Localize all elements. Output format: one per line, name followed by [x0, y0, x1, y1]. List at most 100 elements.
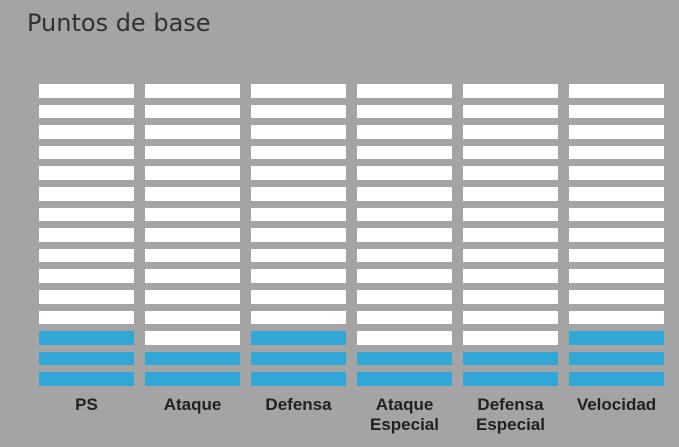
- stat-segment-empty: [39, 125, 134, 139]
- stat-segment-empty: [39, 228, 134, 242]
- stat-segment-empty: [39, 207, 134, 222]
- stat-segment-filled: [357, 372, 452, 386]
- stat-segment-empty: [357, 331, 452, 345]
- stat-segment-empty: [145, 125, 240, 139]
- stat-segment-empty: [463, 289, 558, 304]
- stat-segment-empty: [463, 145, 558, 160]
- stat-segment-empty: [251, 186, 346, 201]
- stat-segment-empty: [145, 310, 240, 325]
- stat-ps: PS: [39, 84, 134, 435]
- stat-segment-empty: [463, 104, 558, 119]
- stat-segment-empty: [357, 289, 452, 304]
- stat-label-velocidad: Velocidad: [576, 394, 657, 414]
- stat-segment-filled: [251, 372, 346, 386]
- stat-segment-empty: [463, 331, 558, 345]
- stat-segment-empty: [39, 166, 134, 180]
- stat-segment-empty: [39, 248, 134, 263]
- stat-segment-empty: [251, 310, 346, 325]
- stat-segment-empty: [569, 228, 664, 242]
- stat-segment-empty: [463, 186, 558, 201]
- stat-segment-empty: [569, 166, 664, 180]
- stat-segment-empty: [463, 310, 558, 325]
- stat-segment-empty: [463, 248, 558, 263]
- stat-bar: [251, 84, 346, 386]
- stat-segment-empty: [145, 207, 240, 222]
- stat-segment-empty: [569, 125, 664, 139]
- stat-segment-empty: [251, 228, 346, 242]
- stat-segment-empty: [463, 125, 558, 139]
- stat-segment-empty: [251, 248, 346, 263]
- stat-segment-empty: [357, 248, 452, 263]
- stat-segment-empty: [357, 207, 452, 222]
- stat-segment-empty: [145, 331, 240, 345]
- stat-segment-empty: [357, 228, 452, 242]
- stat-segment-empty: [145, 228, 240, 242]
- stat-label-ataque-especial: Ataque Especial: [370, 394, 439, 434]
- stat-segment-empty: [569, 104, 664, 119]
- stat-segment-empty: [39, 289, 134, 304]
- stat-segment-empty: [569, 248, 664, 263]
- base-stats-chart: PS Ataque Defensa Ataque Especial Defens…: [39, 84, 664, 435]
- stat-segment-empty: [463, 84, 558, 98]
- stat-segment-filled: [357, 351, 452, 366]
- stat-segment-filled: [569, 331, 664, 345]
- stat-segment-empty: [39, 269, 134, 283]
- stat-segment-filled: [569, 351, 664, 366]
- stat-segment-filled: [569, 372, 664, 386]
- stat-segment-empty: [145, 248, 240, 263]
- stat-segment-empty: [39, 186, 134, 201]
- stat-segment-filled: [39, 331, 134, 345]
- stat-segment-empty: [39, 310, 134, 325]
- stat-segment-filled: [463, 351, 558, 366]
- panel-title: Puntos de base: [27, 9, 211, 37]
- stat-segment-empty: [145, 145, 240, 160]
- stat-segment-empty: [569, 289, 664, 304]
- stat-segment-empty: [357, 125, 452, 139]
- stat-segment-empty: [145, 166, 240, 180]
- stat-segment-empty: [357, 310, 452, 325]
- stat-segment-empty: [251, 145, 346, 160]
- stat-segment-empty: [145, 84, 240, 98]
- stat-segment-empty: [569, 186, 664, 201]
- stat-segment-empty: [463, 207, 558, 222]
- stat-segment-filled: [145, 351, 240, 366]
- stat-segment-empty: [39, 84, 134, 98]
- stat-velocidad: Velocidad: [569, 84, 664, 435]
- stat-segment-empty: [357, 145, 452, 160]
- stat-segment-empty: [251, 289, 346, 304]
- stat-segment-empty: [145, 289, 240, 304]
- stat-segment-empty: [569, 84, 664, 98]
- stat-segment-empty: [569, 145, 664, 160]
- stat-label-ps: PS: [75, 394, 98, 414]
- stat-defensa: Defensa: [251, 84, 346, 435]
- stat-segment-empty: [463, 166, 558, 180]
- stat-segment-filled: [251, 331, 346, 345]
- stat-label-ataque: Ataque: [163, 394, 222, 414]
- stat-segment-empty: [357, 104, 452, 119]
- stat-bar: [145, 84, 240, 386]
- stat-label-defensa: Defensa: [265, 394, 332, 414]
- stat-segment-empty: [357, 84, 452, 98]
- stat-segment-empty: [463, 269, 558, 283]
- stat-segment-empty: [251, 104, 346, 119]
- stat-segment-empty: [251, 166, 346, 180]
- stat-segment-empty: [39, 104, 134, 119]
- stat-segment-empty: [251, 269, 346, 283]
- stat-segment-empty: [357, 269, 452, 283]
- stat-segment-empty: [251, 207, 346, 222]
- stat-ataque: Ataque: [145, 84, 240, 435]
- stat-segment-filled: [39, 372, 134, 386]
- stat-defensa-especial: Defensa Especial: [463, 84, 558, 435]
- stat-segment-empty: [357, 186, 452, 201]
- stat-segment-filled: [145, 372, 240, 386]
- stat-segment-empty: [463, 228, 558, 242]
- stat-bar: [357, 84, 452, 386]
- stat-segment-empty: [569, 269, 664, 283]
- stat-segment-filled: [39, 351, 134, 366]
- stat-label-defensa-especial: Defensa Especial: [476, 394, 545, 434]
- stat-segment-empty: [251, 84, 346, 98]
- stat-segment-empty: [357, 166, 452, 180]
- stat-bar: [569, 84, 664, 386]
- stat-segment-empty: [251, 125, 346, 139]
- stat-segment-empty: [569, 207, 664, 222]
